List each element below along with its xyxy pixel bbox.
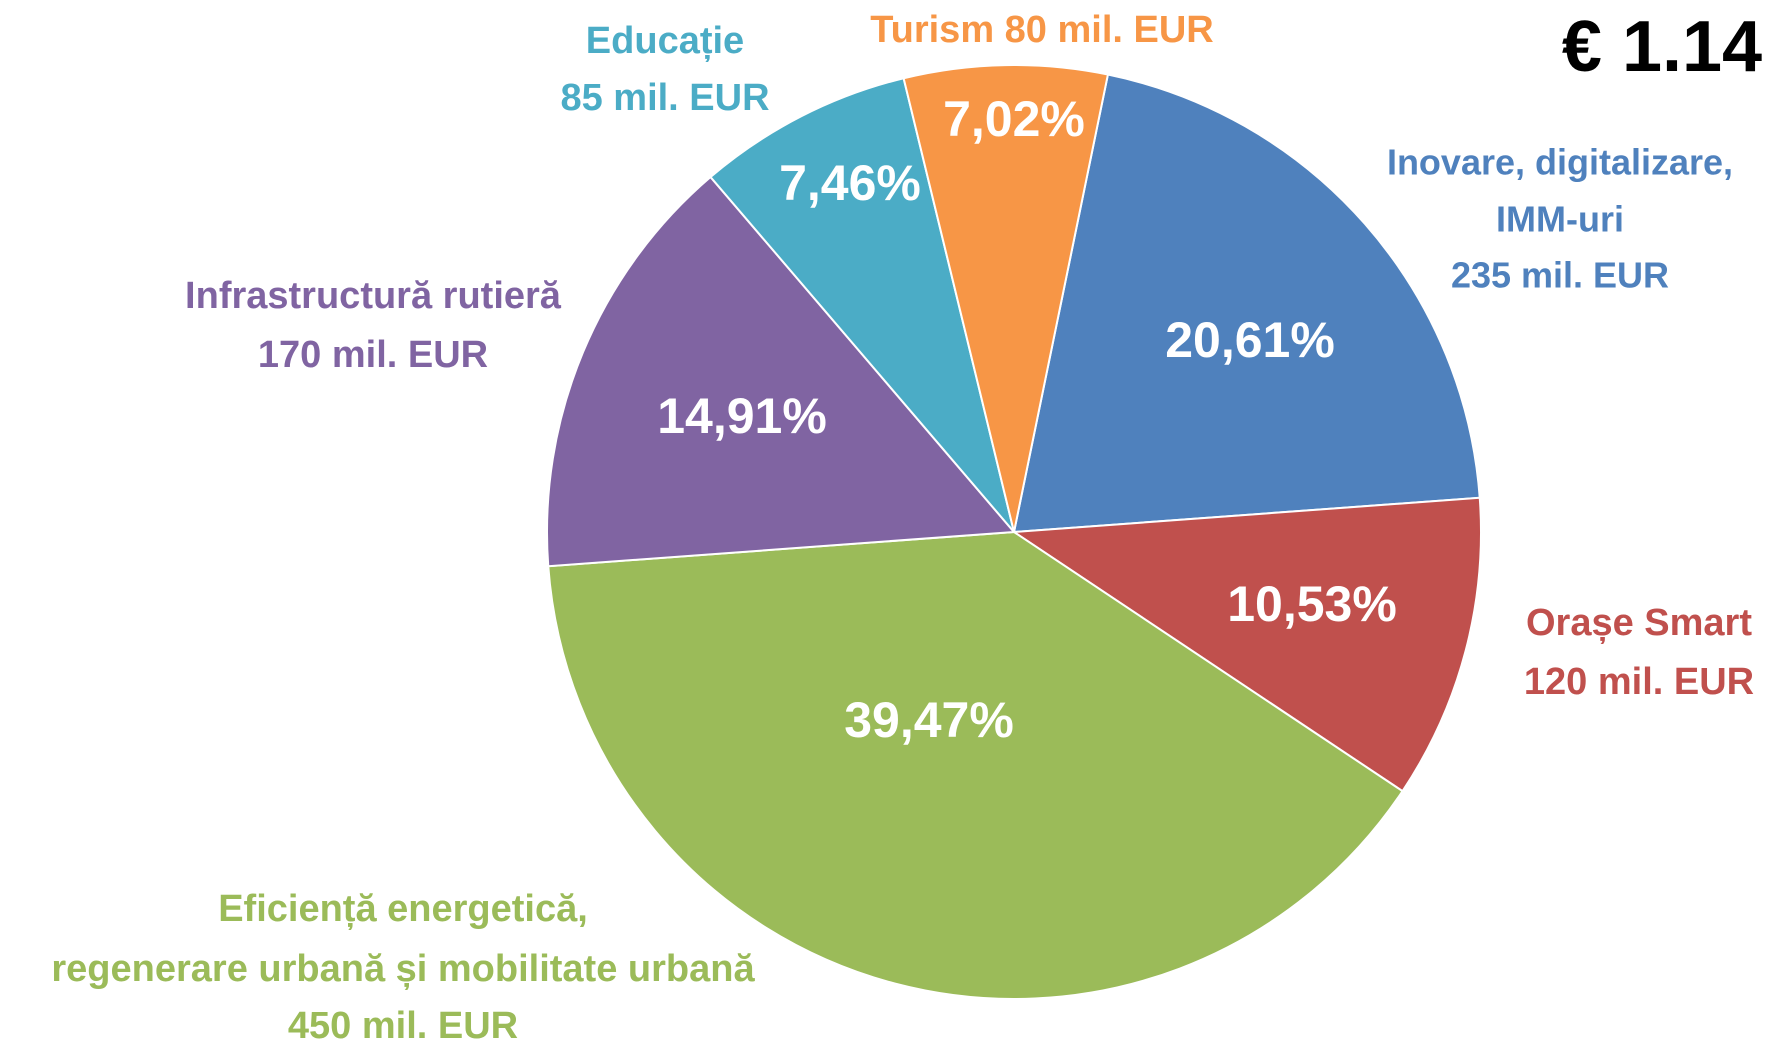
category-label: Infrastructură rutieră: [185, 275, 562, 317]
category-label: 120 mil. EUR: [1524, 661, 1754, 703]
pie-slice: [546, 175, 1017, 568]
category-label: 235 mil. EUR: [1451, 255, 1669, 296]
value-label: 10,53%: [1227, 576, 1397, 632]
category-label: regenerare urbană și mobilitate urbană: [51, 948, 755, 990]
pie-slice: [1012, 73, 1481, 534]
pie-slice: [547, 530, 1404, 1000]
pie-slice: [709, 77, 1015, 533]
category-label: 170 mil. EUR: [258, 334, 488, 376]
category-label: IMM-uri: [1496, 199, 1624, 240]
value-label: 7,02%: [943, 91, 1085, 147]
category-label: Turism 80 mil. EUR: [870, 9, 1214, 51]
category-label: 450 mil. EUR: [288, 1005, 518, 1045]
value-label: 39,47%: [844, 692, 1014, 748]
value-label: 20,61%: [1165, 312, 1335, 368]
category-label: 85 mil. EUR: [560, 77, 769, 119]
chart-title: € 1.14: [1562, 7, 1762, 87]
value-label: 14,91%: [657, 388, 827, 444]
category-label: Orașe Smart: [1526, 602, 1752, 644]
pie-slice: [1011, 496, 1482, 793]
category-label: Educație: [586, 20, 744, 62]
pie-slice: [902, 64, 1110, 533]
category-label: Eficiență energetică,: [218, 888, 588, 930]
category-label: Inovare, digitalizare,: [1387, 142, 1733, 183]
value-label: 7,46%: [779, 155, 921, 211]
